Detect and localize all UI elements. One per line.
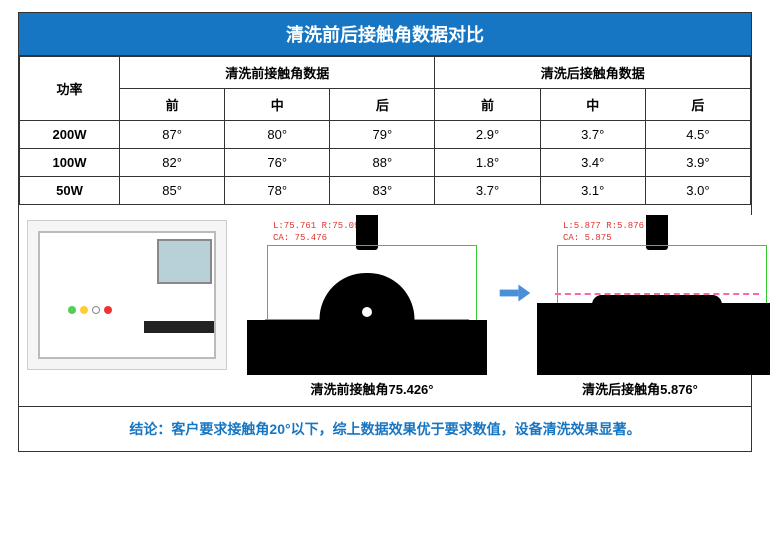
caption-row: 清洗前接触角75.426° 清洗后接触角5.876° [19,379,751,406]
cell-power: 50W [20,177,120,205]
before-droplet-image: L:75.761 R:75.091 CA: 75.476 [247,215,487,375]
machine-illustration [27,220,227,370]
cell: 2.9° [435,121,540,149]
arrow-icon [497,281,533,310]
header-power: 功率 [20,57,120,121]
cell: 3.9° [645,149,750,177]
cell: 80° [225,121,330,149]
cell: 76° [225,149,330,177]
cell: 3.7° [540,121,645,149]
sub-after-0: 前 [435,89,540,121]
sub-before-1: 中 [225,89,330,121]
sub-before-0: 前 [120,89,225,121]
before-caption: 清洗前接触角75.426° [247,379,497,398]
cell: 87° [120,121,225,149]
table-row: 100W 82° 76° 88° 1.8° 3.4° 3.9° [20,149,751,177]
cell: 88° [330,149,435,177]
table-row: 200W 87° 80° 79° 2.9° 3.7° 4.5° [20,121,751,149]
cell-power: 200W [20,121,120,149]
cell: 3.7° [435,177,540,205]
readout-line: CA: 75.476 [273,233,365,245]
cell: 4.5° [645,121,750,149]
cell: 3.0° [645,177,750,205]
cell: 1.8° [435,149,540,177]
cell: 79° [330,121,435,149]
sub-before-2: 后 [330,89,435,121]
table-row: 50W 85° 78° 83° 3.7° 3.1° 3.0° [20,177,751,205]
sub-after-2: 后 [645,89,750,121]
header-after-group: 清洗后接触角数据 [435,57,751,89]
image-row: L:75.761 R:75.091 CA: 75.476 L:5.877 R:5… [19,205,751,379]
comparison-card: 清洗前后接触角数据对比 功率 清洗前接触角数据 清洗后接触角数据 前 中 后 前… [18,12,752,452]
cell-power: 100W [20,149,120,177]
cell: 82° [120,149,225,177]
cell: 85° [120,177,225,205]
after-readout: L:5.877 R:5.876 CA: 5.875 [563,221,644,244]
readout-line: CA: 5.875 [563,233,644,245]
conclusion-text: 结论：客户要求接触角20°以下，综上数据效果优于要求数值，设备清洗效果显著。 [19,406,751,451]
readout-line: L:5.877 R:5.876 [563,221,644,233]
cell: 3.4° [540,149,645,177]
header-before-group: 清洗前接触角数据 [120,57,435,89]
before-readout: L:75.761 R:75.091 CA: 75.476 [273,221,365,244]
after-caption: 清洗后接触角5.876° [537,379,743,398]
after-droplet-image: L:5.877 R:5.876 CA: 5.875 [537,215,770,375]
cell: 78° [225,177,330,205]
cell: 83° [330,177,435,205]
title-bar: 清洗前后接触角数据对比 [19,13,751,56]
data-table: 功率 清洗前接触角数据 清洗后接触角数据 前 中 后 前 中 后 200W 87… [19,56,751,205]
cell: 3.1° [540,177,645,205]
readout-line: L:75.761 R:75.091 [273,221,365,233]
sub-after-1: 中 [540,89,645,121]
